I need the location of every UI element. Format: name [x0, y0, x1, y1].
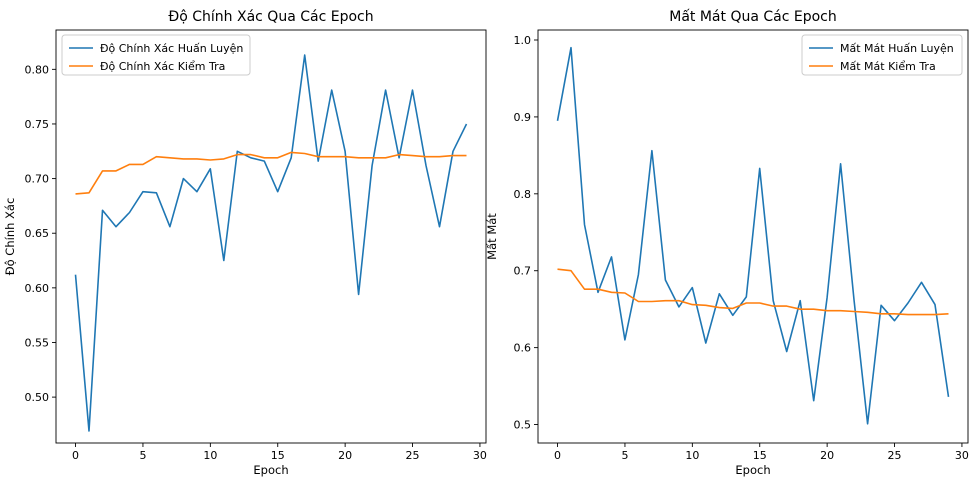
axes-frame: [55, 29, 487, 444]
y-tick-label: 0.60: [25, 282, 50, 295]
chart-title: Mất Mát Qua Các Epoch: [669, 9, 837, 25]
x-tick-label: 30: [955, 449, 969, 462]
chart-2: Mất Mát Qua Các Epoch 0 5 10 15 20 25 30 0.5 0.6 0…: [485, 9, 969, 477]
y-tick-label: 0.6: [514, 342, 532, 355]
y-tick-label: 0.50: [25, 391, 50, 404]
x-tick-label: 30: [473, 449, 487, 462]
series-line-2: [75, 151, 467, 195]
y-tick-label: 0.65: [25, 227, 50, 240]
y-tick-label: 0.70: [25, 173, 50, 186]
x-tick-label: 20: [820, 449, 834, 462]
legend-label: Mất Mát Kiểm Tra: [840, 60, 936, 73]
x-tick-label: 10: [203, 449, 217, 462]
legend: Mất Mát Huấn Luyện Mất Mát Kiểm Tra: [801, 34, 963, 76]
chart-title: Độ Chính Xác Qua Các Epoch: [168, 9, 373, 25]
chart-1: Độ Chính Xác Qua Các Epoch 0 5 10 15 20 25 30 0.…: [3, 9, 487, 477]
y-axis-label: Độ Chính Xác: [3, 198, 17, 276]
y-tick-label: 0.55: [25, 336, 50, 349]
x-tick-label: 0: [554, 449, 561, 462]
y-axis-label: Mất Mát: [485, 213, 499, 260]
x-tick-label: 5: [621, 449, 628, 462]
y-tick-label: 1.0: [514, 34, 532, 47]
x-tick-label: 10: [685, 449, 699, 462]
series-line-1: [556, 46, 950, 425]
y-tick-label: 0.7: [514, 265, 532, 278]
y-tick-label: 0.80: [25, 63, 50, 76]
x-tick-label: 0: [72, 449, 79, 462]
legend: Độ Chính Xác Huấn Luyện Độ Chính Xác Kiểm…: [61, 34, 251, 76]
y-tick-label: 0.5: [514, 419, 532, 432]
legend-box: [801, 34, 963, 76]
legend-box: [61, 34, 251, 76]
x-tick-label: 15: [753, 449, 767, 462]
x-axis-label: Epoch: [735, 463, 770, 477]
legend-label: Độ Chính Xác Huấn Luyện: [100, 42, 243, 55]
axes-frame: [537, 29, 969, 444]
x-tick-label: 20: [338, 449, 352, 462]
x-tick-label: 25: [406, 449, 420, 462]
x-tick-label: 15: [271, 449, 285, 462]
series-line-1: [74, 54, 468, 432]
y-tick-label: 0.8: [514, 188, 532, 201]
legend-label: Độ Chính Xác Kiểm Tra: [100, 60, 225, 73]
legend-label: Mất Mát Huấn Luyện: [840, 42, 954, 55]
x-tick-label: 5: [139, 449, 146, 462]
x-axis-label: Epoch: [253, 463, 288, 477]
x-tick-label: 25: [888, 449, 902, 462]
y-tick-label: 0.75: [25, 118, 50, 131]
series-line-2: [557, 268, 949, 316]
y-tick-label: 0.9: [514, 111, 532, 124]
